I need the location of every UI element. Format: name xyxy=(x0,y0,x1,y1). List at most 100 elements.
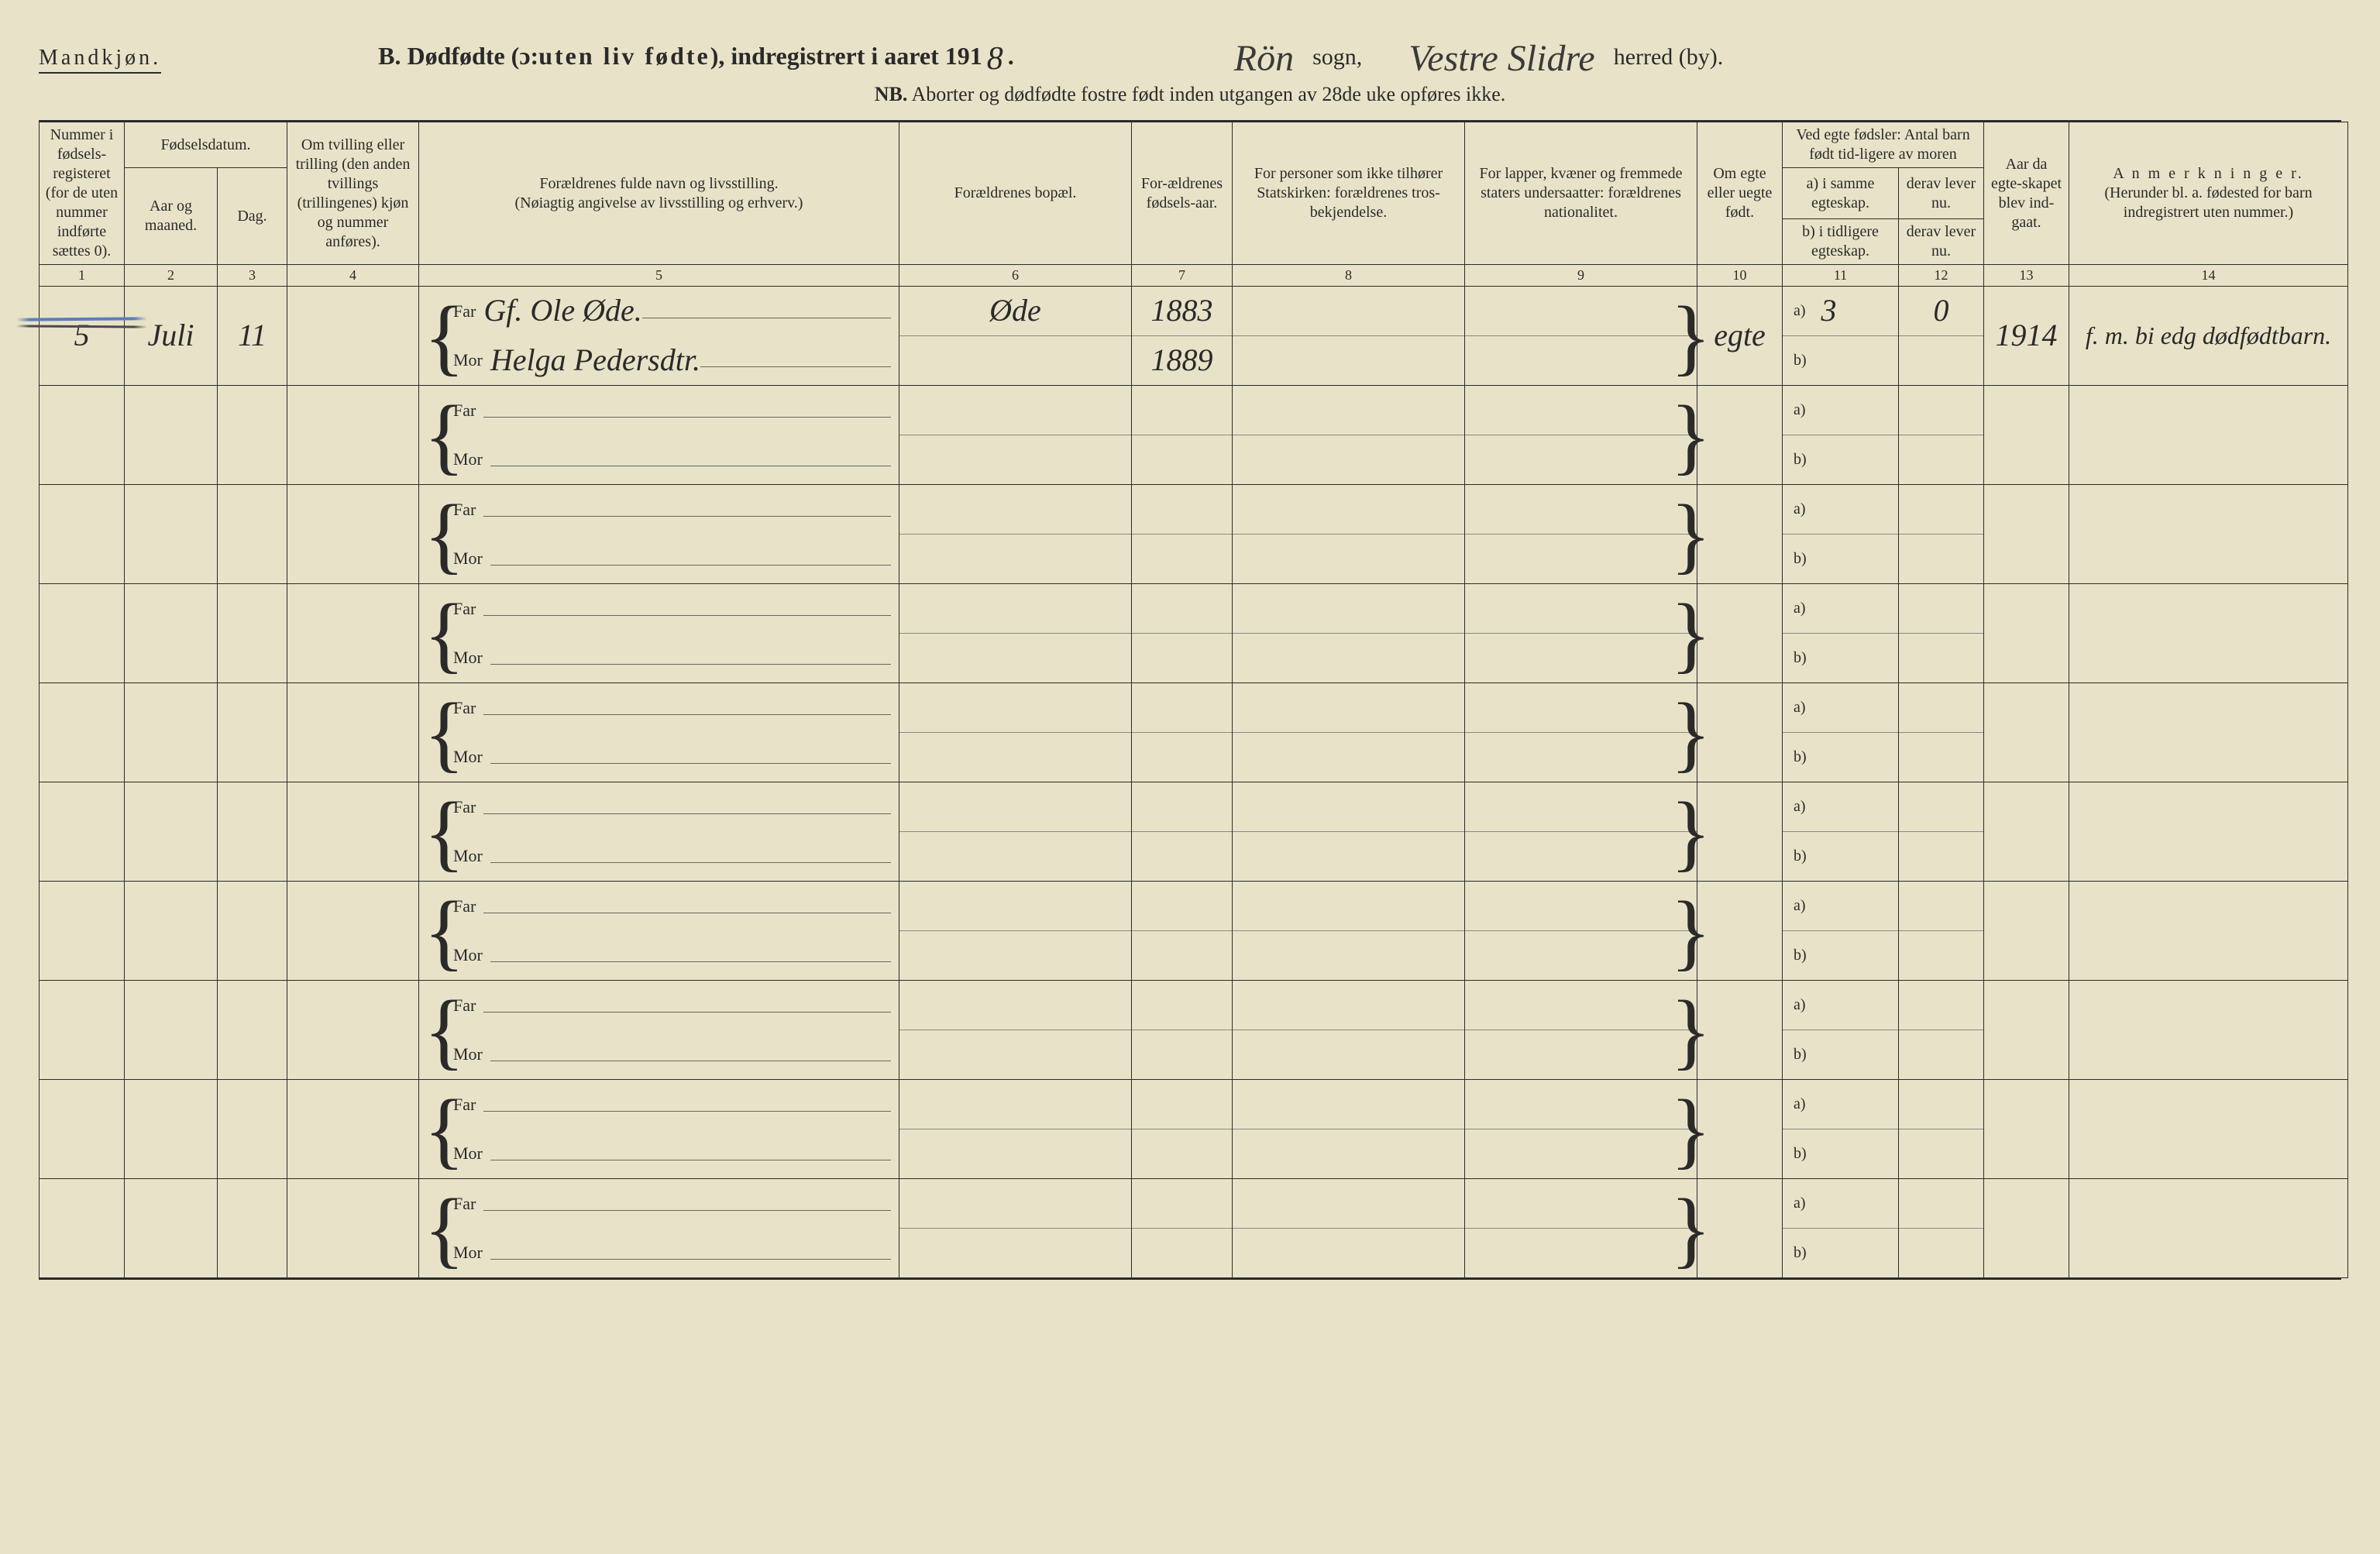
col-11b-header: b) i tidligere egteskap. xyxy=(1783,219,1899,265)
col-12b-header: derav lever nu. xyxy=(1899,219,1984,265)
col-5-header: Forældrenes fulde navn og livsstilling. … xyxy=(419,122,899,265)
cell-11: a)3 b) xyxy=(1783,286,1899,385)
cell-egte xyxy=(1697,484,1783,583)
mor-label: Mor xyxy=(453,1242,483,1263)
cell-13 xyxy=(1984,682,2069,782)
mor-label: Mor xyxy=(453,746,483,768)
table-row: { Far Mor } a) b) xyxy=(40,980,2348,1079)
cell-tvilling xyxy=(287,881,419,980)
cell-tvilling xyxy=(287,1079,419,1178)
table-row: { Far Mor } a) b) xyxy=(40,1178,2348,1277)
cell-egte xyxy=(1697,782,1783,881)
colnum-4: 4 xyxy=(287,265,419,287)
col-13-header: Aar da egte-skapet blev ind-gaat. xyxy=(1984,122,2069,265)
cell-month xyxy=(125,782,218,881)
far-label: Far xyxy=(453,896,476,917)
table-row: { Far Mor } a) b) xyxy=(40,1079,2348,1178)
cell-bopael xyxy=(899,484,1132,583)
table-row: { Far Mor } a) b) xyxy=(40,583,2348,682)
cell-13: 1914 xyxy=(1984,286,2069,385)
colnum-10: 10 xyxy=(1697,265,1783,287)
cell-month xyxy=(125,980,218,1079)
sogn-handwritten: Rön xyxy=(1234,37,1294,80)
cell-egte xyxy=(1697,385,1783,484)
bopael: Øde xyxy=(989,291,1041,330)
cell-13 xyxy=(1984,583,2069,682)
cell-12: 0 xyxy=(1899,286,1984,385)
a-label: a) xyxy=(1794,500,1806,519)
cell-egte xyxy=(1697,682,1783,782)
cell-parent-years xyxy=(1132,484,1233,583)
record-num: 5 xyxy=(74,318,90,352)
col-12a-header: derav lever nu. xyxy=(1899,168,1984,219)
cell-13 xyxy=(1984,1178,2069,1277)
col-11a-header: a) i samme egteskap. xyxy=(1783,168,1899,219)
cell-month xyxy=(125,484,218,583)
cell-num xyxy=(40,484,125,583)
egte: egte xyxy=(1714,318,1766,352)
cell-14 xyxy=(2069,583,2348,682)
cell-month xyxy=(125,682,218,782)
cell-bopael xyxy=(899,583,1132,682)
col-10-header: Om egte eller uegte født. xyxy=(1697,122,1783,265)
cell-bopael xyxy=(899,881,1132,980)
b-label: b) xyxy=(1794,1045,1807,1064)
cell-egte xyxy=(1697,1178,1783,1277)
cell-12 xyxy=(1899,583,1984,682)
cell-nationality: } xyxy=(1465,385,1697,484)
cell-day xyxy=(218,782,287,881)
far-label: Far xyxy=(453,598,476,620)
cell-egte: egte xyxy=(1697,286,1783,385)
cell-11: a) b) xyxy=(1783,782,1899,881)
table-row: { Far Mor } a) b) xyxy=(40,385,2348,484)
col-14-top: A n m e r k n i n g e r. xyxy=(2074,164,2343,184)
cell-tros xyxy=(1233,881,1465,980)
cell-day xyxy=(218,385,287,484)
mor-label: Mor xyxy=(453,1043,483,1065)
mor-label: Mor xyxy=(453,449,483,470)
b-label: b) xyxy=(1794,450,1807,469)
cell-egte xyxy=(1697,1079,1783,1178)
cell-nationality: } xyxy=(1465,583,1697,682)
cell-14 xyxy=(2069,1079,2348,1178)
cell-bopael: Øde xyxy=(899,286,1132,385)
cell-tros xyxy=(1233,1178,1465,1277)
cell-day xyxy=(218,980,287,1079)
c11a-val: 3 xyxy=(1821,291,1837,330)
colnum-13: 13 xyxy=(1984,265,2069,287)
b-label: b) xyxy=(1794,648,1807,668)
col-14-header: A n m e r k n i n g e r. (Herunder bl. a… xyxy=(2069,122,2348,265)
colnum-12: 12 xyxy=(1899,265,1984,287)
cell-num xyxy=(40,1178,125,1277)
col-8-header: For personer som ikke tilhører Statskirk… xyxy=(1233,122,1465,265)
cell-tros xyxy=(1233,286,1465,385)
cell-parents: { Far Mor xyxy=(419,385,899,484)
table-row: { Far Mor } a) b) xyxy=(40,881,2348,980)
a-label: a) xyxy=(1794,1194,1806,1213)
cell-day xyxy=(218,583,287,682)
mor-label: Mor xyxy=(453,647,483,669)
mor-label: Mor xyxy=(453,1143,483,1164)
cell-num xyxy=(40,1079,125,1178)
cell-num: 5 xyxy=(40,286,125,385)
cell-12 xyxy=(1899,1079,1984,1178)
cell-parent-years xyxy=(1132,980,1233,1079)
cell-num xyxy=(40,881,125,980)
col-7-header: For-ældrenes fødsels-aar. xyxy=(1132,122,1233,265)
far-label: Far xyxy=(453,499,476,521)
col-5-sub: (Nøiagtig angivelse av livsstilling og e… xyxy=(424,194,894,213)
far-label: Far xyxy=(453,995,476,1016)
a-label: a) xyxy=(1794,301,1806,321)
cell-14 xyxy=(2069,1178,2348,1277)
col-5-top: Forældrenes fulde navn og livsstilling. xyxy=(424,174,894,194)
cell-parent-years xyxy=(1132,782,1233,881)
cell-bopael xyxy=(899,1079,1132,1178)
b-label: b) xyxy=(1794,847,1807,866)
cell-bopael xyxy=(899,385,1132,484)
colnum-3: 3 xyxy=(218,265,287,287)
col-2-header: Aar og maaned. xyxy=(125,168,218,265)
a-label: a) xyxy=(1794,1095,1806,1114)
far-year: 1883 xyxy=(1151,291,1213,330)
col-1112-header: Ved egte fødsler: Antal barn født tid-li… xyxy=(1783,122,1984,168)
mor-label: Mor xyxy=(453,349,483,371)
